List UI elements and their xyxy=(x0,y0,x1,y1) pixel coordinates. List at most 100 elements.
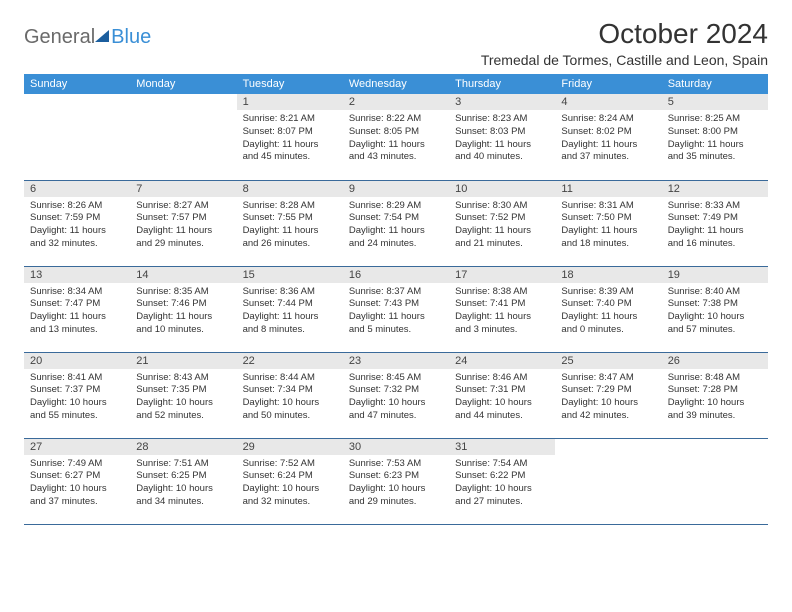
calendar-day-cell: 10Sunrise: 8:30 AMSunset: 7:52 PMDayligh… xyxy=(449,180,555,266)
title-block: October 2024 Tremedal de Tormes, Castill… xyxy=(481,18,768,68)
calendar-table: Sunday Monday Tuesday Wednesday Thursday… xyxy=(24,74,768,525)
day-content: Sunrise: 8:44 AMSunset: 7:34 PMDaylight:… xyxy=(237,369,343,427)
calendar-day-cell: 20Sunrise: 8:41 AMSunset: 7:37 PMDayligh… xyxy=(24,352,130,438)
day-number: 5 xyxy=(662,94,768,110)
brand-logo: General Blue xyxy=(24,26,151,49)
calendar-day-cell xyxy=(662,438,768,524)
calendar-day-cell: 14Sunrise: 8:35 AMSunset: 7:46 PMDayligh… xyxy=(130,266,236,352)
day-content: Sunrise: 8:35 AMSunset: 7:46 PMDaylight:… xyxy=(130,283,236,341)
day-content: Sunrise: 8:24 AMSunset: 8:02 PMDaylight:… xyxy=(555,110,661,168)
day-content: Sunrise: 8:28 AMSunset: 7:55 PMDaylight:… xyxy=(237,197,343,255)
day-content: Sunrise: 8:27 AMSunset: 7:57 PMDaylight:… xyxy=(130,197,236,255)
calendar-day-cell: 15Sunrise: 8:36 AMSunset: 7:44 PMDayligh… xyxy=(237,266,343,352)
page-header: General Blue October 2024 Tremedal de To… xyxy=(24,18,768,68)
day-number: 1 xyxy=(237,94,343,110)
calendar-day-cell: 8Sunrise: 8:28 AMSunset: 7:55 PMDaylight… xyxy=(237,180,343,266)
day-number: 25 xyxy=(555,353,661,369)
calendar-day-cell: 31Sunrise: 7:54 AMSunset: 6:22 PMDayligh… xyxy=(449,438,555,524)
month-title: October 2024 xyxy=(481,18,768,50)
calendar-day-cell xyxy=(130,94,236,180)
calendar-day-cell: 26Sunrise: 8:48 AMSunset: 7:28 PMDayligh… xyxy=(662,352,768,438)
day-content: Sunrise: 8:31 AMSunset: 7:50 PMDaylight:… xyxy=(555,197,661,255)
day-content: Sunrise: 8:48 AMSunset: 7:28 PMDaylight:… xyxy=(662,369,768,427)
calendar-day-cell xyxy=(555,438,661,524)
day-content: Sunrise: 8:43 AMSunset: 7:35 PMDaylight:… xyxy=(130,369,236,427)
day-number: 20 xyxy=(24,353,130,369)
day-number: 2 xyxy=(343,94,449,110)
calendar-week-row: 20Sunrise: 8:41 AMSunset: 7:37 PMDayligh… xyxy=(24,352,768,438)
calendar-day-cell: 13Sunrise: 8:34 AMSunset: 7:47 PMDayligh… xyxy=(24,266,130,352)
day-number: 14 xyxy=(130,267,236,283)
weekday-header-row: Sunday Monday Tuesday Wednesday Thursday… xyxy=(24,74,768,94)
calendar-day-cell: 4Sunrise: 8:24 AMSunset: 8:02 PMDaylight… xyxy=(555,94,661,180)
day-number: 11 xyxy=(555,181,661,197)
day-number: 10 xyxy=(449,181,555,197)
col-monday: Monday xyxy=(130,74,236,94)
calendar-day-cell: 18Sunrise: 8:39 AMSunset: 7:40 PMDayligh… xyxy=(555,266,661,352)
day-content: Sunrise: 8:25 AMSunset: 8:00 PMDaylight:… xyxy=(662,110,768,168)
day-number: 29 xyxy=(237,439,343,455)
day-content: Sunrise: 8:40 AMSunset: 7:38 PMDaylight:… xyxy=(662,283,768,341)
calendar-day-cell: 28Sunrise: 7:51 AMSunset: 6:25 PMDayligh… xyxy=(130,438,236,524)
day-content: Sunrise: 8:45 AMSunset: 7:32 PMDaylight:… xyxy=(343,369,449,427)
calendar-day-cell: 16Sunrise: 8:37 AMSunset: 7:43 PMDayligh… xyxy=(343,266,449,352)
day-number: 24 xyxy=(449,353,555,369)
calendar-day-cell: 22Sunrise: 8:44 AMSunset: 7:34 PMDayligh… xyxy=(237,352,343,438)
day-content: Sunrise: 7:49 AMSunset: 6:27 PMDaylight:… xyxy=(24,455,130,513)
day-number: 6 xyxy=(24,181,130,197)
day-number: 8 xyxy=(237,181,343,197)
day-content: Sunrise: 7:51 AMSunset: 6:25 PMDaylight:… xyxy=(130,455,236,513)
day-number: 12 xyxy=(662,181,768,197)
calendar-day-cell: 6Sunrise: 8:26 AMSunset: 7:59 PMDaylight… xyxy=(24,180,130,266)
day-content: Sunrise: 8:47 AMSunset: 7:29 PMDaylight:… xyxy=(555,369,661,427)
location-subtitle: Tremedal de Tormes, Castille and Leon, S… xyxy=(481,52,768,68)
day-number: 27 xyxy=(24,439,130,455)
calendar-week-row: 1Sunrise: 8:21 AMSunset: 8:07 PMDaylight… xyxy=(24,94,768,180)
day-content: Sunrise: 8:39 AMSunset: 7:40 PMDaylight:… xyxy=(555,283,661,341)
calendar-day-cell: 25Sunrise: 8:47 AMSunset: 7:29 PMDayligh… xyxy=(555,352,661,438)
calendar-day-cell: 24Sunrise: 8:46 AMSunset: 7:31 PMDayligh… xyxy=(449,352,555,438)
col-tuesday: Tuesday xyxy=(237,74,343,94)
logo-word-1: General xyxy=(24,26,95,49)
day-content: Sunrise: 8:22 AMSunset: 8:05 PMDaylight:… xyxy=(343,110,449,168)
day-content: Sunrise: 8:37 AMSunset: 7:43 PMDaylight:… xyxy=(343,283,449,341)
calendar-day-cell: 23Sunrise: 8:45 AMSunset: 7:32 PMDayligh… xyxy=(343,352,449,438)
day-content: Sunrise: 7:53 AMSunset: 6:23 PMDaylight:… xyxy=(343,455,449,513)
day-number: 19 xyxy=(662,267,768,283)
col-saturday: Saturday xyxy=(662,74,768,94)
calendar-week-row: 13Sunrise: 8:34 AMSunset: 7:47 PMDayligh… xyxy=(24,266,768,352)
day-content: Sunrise: 8:36 AMSunset: 7:44 PMDaylight:… xyxy=(237,283,343,341)
day-content: Sunrise: 8:23 AMSunset: 8:03 PMDaylight:… xyxy=(449,110,555,168)
col-sunday: Sunday xyxy=(24,74,130,94)
calendar-day-cell: 30Sunrise: 7:53 AMSunset: 6:23 PMDayligh… xyxy=(343,438,449,524)
day-number: 3 xyxy=(449,94,555,110)
day-number: 13 xyxy=(24,267,130,283)
calendar-week-row: 27Sunrise: 7:49 AMSunset: 6:27 PMDayligh… xyxy=(24,438,768,524)
calendar-day-cell: 9Sunrise: 8:29 AMSunset: 7:54 PMDaylight… xyxy=(343,180,449,266)
calendar-day-cell: 3Sunrise: 8:23 AMSunset: 8:03 PMDaylight… xyxy=(449,94,555,180)
day-content: Sunrise: 8:33 AMSunset: 7:49 PMDaylight:… xyxy=(662,197,768,255)
day-content: Sunrise: 7:52 AMSunset: 6:24 PMDaylight:… xyxy=(237,455,343,513)
calendar-body: 1Sunrise: 8:21 AMSunset: 8:07 PMDaylight… xyxy=(24,94,768,524)
calendar-day-cell: 19Sunrise: 8:40 AMSunset: 7:38 PMDayligh… xyxy=(662,266,768,352)
day-number: 15 xyxy=(237,267,343,283)
day-content: Sunrise: 8:29 AMSunset: 7:54 PMDaylight:… xyxy=(343,197,449,255)
day-number: 9 xyxy=(343,181,449,197)
day-number: 22 xyxy=(237,353,343,369)
day-content: Sunrise: 7:54 AMSunset: 6:22 PMDaylight:… xyxy=(449,455,555,513)
day-number: 17 xyxy=(449,267,555,283)
day-number: 23 xyxy=(343,353,449,369)
col-wednesday: Wednesday xyxy=(343,74,449,94)
day-number: 31 xyxy=(449,439,555,455)
day-number: 26 xyxy=(662,353,768,369)
day-number: 7 xyxy=(130,181,236,197)
day-content: Sunrise: 8:21 AMSunset: 8:07 PMDaylight:… xyxy=(237,110,343,168)
day-content: Sunrise: 8:38 AMSunset: 7:41 PMDaylight:… xyxy=(449,283,555,341)
calendar-day-cell: 5Sunrise: 8:25 AMSunset: 8:00 PMDaylight… xyxy=(662,94,768,180)
calendar-day-cell: 2Sunrise: 8:22 AMSunset: 8:05 PMDaylight… xyxy=(343,94,449,180)
day-number: 28 xyxy=(130,439,236,455)
calendar-day-cell: 1Sunrise: 8:21 AMSunset: 8:07 PMDaylight… xyxy=(237,94,343,180)
col-thursday: Thursday xyxy=(449,74,555,94)
day-number: 4 xyxy=(555,94,661,110)
day-content: Sunrise: 8:41 AMSunset: 7:37 PMDaylight:… xyxy=(24,369,130,427)
